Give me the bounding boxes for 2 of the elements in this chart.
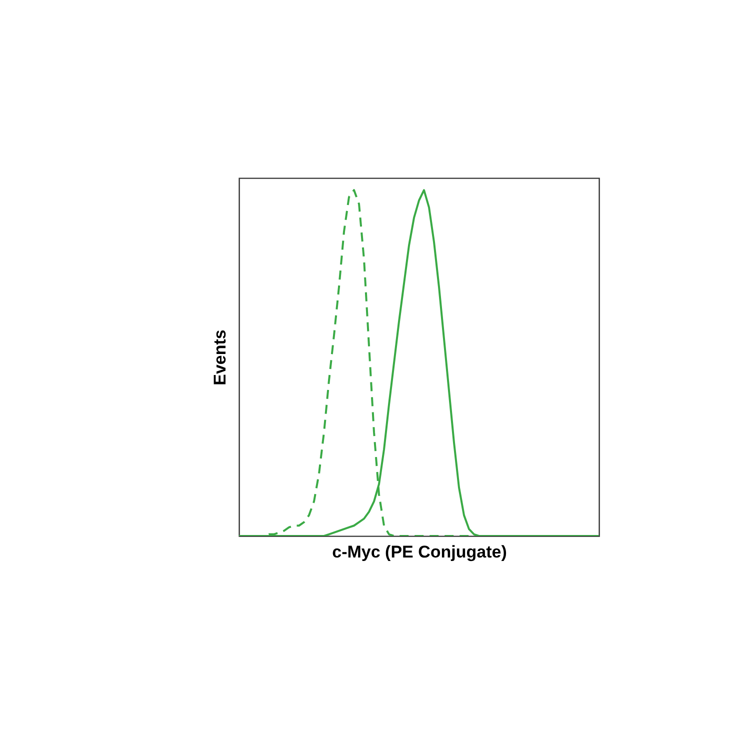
- y-axis-title: Events: [210, 330, 230, 386]
- x-axis-title: c-Myc (PE Conjugate): [332, 542, 507, 562]
